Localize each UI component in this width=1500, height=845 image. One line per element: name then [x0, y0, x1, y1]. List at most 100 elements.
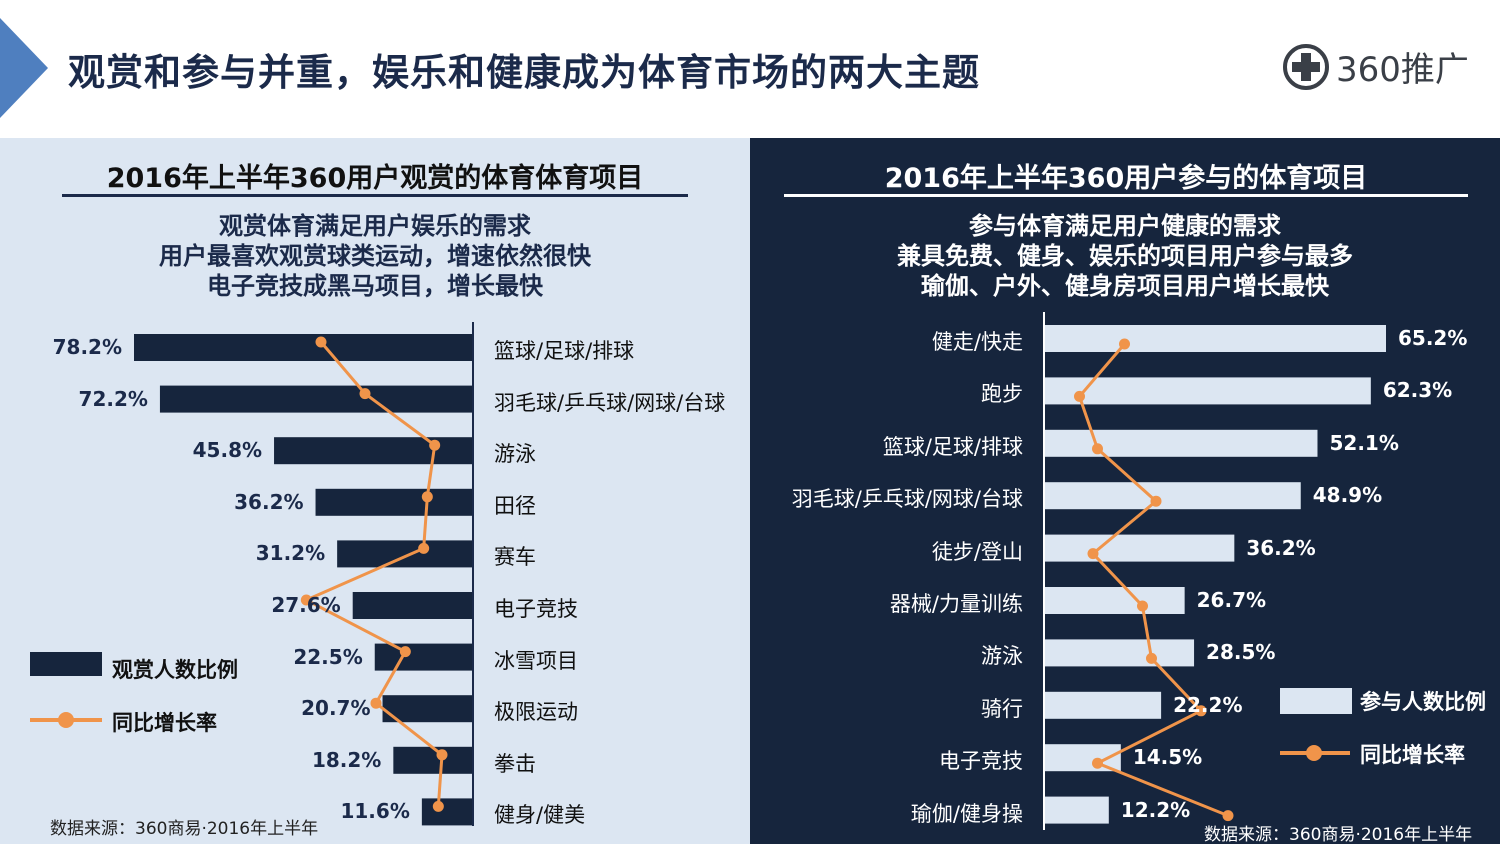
left-bar: [274, 437, 472, 465]
left-data-source: 数据来源：360商易·2016年上半年: [50, 819, 319, 839]
left-bar: [393, 746, 472, 774]
left-legend-line-marker: [58, 712, 74, 728]
right-bar: [1045, 691, 1162, 719]
left-growth-point: [429, 439, 441, 451]
header-arrow-decoration: [0, 18, 48, 118]
left-bar: [382, 695, 472, 723]
right-bar: [1045, 587, 1185, 614]
right-category-label: 徒步/登山: [931, 539, 1023, 564]
left-bar: [337, 540, 472, 568]
plus-circle-icon: [1283, 43, 1329, 90]
left-legend-line-label: 同比增长率: [112, 711, 217, 735]
left-bar: [352, 592, 472, 619]
right-growth-point: [1087, 548, 1099, 560]
right-category-label: 跑步: [981, 382, 1023, 407]
left-category-label: 羽毛球/乒乓球/网球/台球: [494, 390, 726, 415]
left-bar-value-label: 78.2%: [52, 335, 122, 359]
right-bar-value-label: 36.2%: [1246, 535, 1316, 560]
left-bar: [421, 798, 472, 826]
right-category-label: 瑜伽/健身操: [910, 801, 1023, 826]
right-bar: [1045, 482, 1301, 510]
left-growth-point: [436, 749, 448, 761]
right-growth-point: [1092, 757, 1103, 769]
right-category-label: 篮球/足球/排球: [882, 434, 1023, 459]
right-data-source: 数据来源：360商易·2016年上半年: [1204, 825, 1473, 845]
left-category-label: 田径: [494, 493, 536, 518]
right-subtitle-line: 参与体育满足用户健康的需求: [969, 212, 1281, 240]
right-growth-point: [1150, 495, 1162, 507]
right-title-rule: [784, 194, 1468, 197]
left-bar-value-label: 22.5%: [293, 644, 363, 669]
page-title: 观赏和参与并重，娱乐和健康成为体育市场的两大主题: [68, 51, 980, 94]
left-bar-value-label: 20.7%: [301, 696, 371, 721]
right-bar-value-label: 14.5%: [1132, 745, 1203, 770]
left-growth-point: [370, 697, 382, 709]
left-bar-value-label: 11.6%: [340, 799, 410, 824]
right-legend-line-label: 同比增长率: [1360, 743, 1465, 767]
right-bar-value-label: 65.2%: [1398, 326, 1468, 350]
left-growth-line: [302, 341, 444, 807]
left-growth-point: [399, 646, 411, 658]
right-growth-point: [1074, 390, 1085, 402]
left-bar-value-label: 45.8%: [192, 438, 263, 463]
left-category-label: 游泳: [494, 442, 536, 467]
left-category-label: 健身/健美: [494, 803, 586, 828]
logo-text: 360推广: [1336, 50, 1469, 90]
right-growth-point: [1092, 443, 1103, 455]
left-bar-value-label: 18.2%: [311, 747, 382, 772]
left-growth-point: [418, 542, 430, 554]
right-subtitle-line: 瑜伽、户外、健身房项目用户增长最快: [921, 272, 1329, 300]
brand-logo: 360推广: [1282, 42, 1469, 91]
right-bar-value-label: 48.9%: [1312, 483, 1383, 508]
left-title-rule: [62, 194, 688, 197]
right-category-label: 游泳: [981, 644, 1023, 669]
left-bar: [374, 643, 472, 671]
right-category-label: 骑行: [981, 696, 1023, 721]
right-bar: [1045, 377, 1371, 405]
left-growth-point: [432, 800, 444, 812]
right-bar-value-label: 26.7%: [1196, 588, 1267, 612]
left-subtitle-line: 电子竞技成黑马项目，增长最快: [207, 272, 543, 300]
right-panel-title: 2016年上半年360用户参与的体育项目: [884, 163, 1368, 194]
right-category-label: 健走/快走: [931, 330, 1023, 354]
left-panel-title: 2016年上半年360用户观赏的体育体育项目: [106, 163, 644, 194]
right-growth-point: [1119, 338, 1130, 350]
right-bar-value-label: 52.1%: [1329, 430, 1399, 455]
right-legend-bar-label: 参与人数比例: [1360, 690, 1486, 714]
left-bar: [134, 334, 472, 361]
right-bar: [1045, 534, 1235, 562]
right-bar: [1045, 639, 1195, 667]
left-bar-value-label: 72.2%: [78, 386, 148, 411]
right-bar-value-label: 22.2%: [1173, 692, 1243, 717]
left-category-label: 拳击: [494, 751, 536, 776]
left-growth-point: [421, 491, 433, 503]
left-bar: [159, 385, 472, 413]
left-bar-value-label: 36.2%: [234, 489, 304, 514]
left-bar: [315, 488, 472, 516]
right-category-label: 器械/力量训练: [889, 592, 1023, 616]
left-growth-point: [315, 336, 327, 348]
left-bar-value-label: 27.6%: [271, 593, 341, 617]
right-bar-value-label: 28.5%: [1206, 640, 1276, 665]
left-growth-point: [300, 594, 312, 606]
left-category-label: 赛车: [494, 545, 536, 570]
left-category-label: 电子竞技: [494, 597, 578, 621]
left-subtitle-line: 用户最喜欢观赏球类运动，增速依然很快: [159, 242, 591, 270]
right-bar: [1045, 796, 1109, 824]
right-growth-point: [1195, 705, 1207, 717]
right-growth-line: [1077, 343, 1229, 817]
left-legend-bar-label: 观赏人数比例: [112, 658, 238, 682]
right-growth-point: [1146, 652, 1157, 664]
left-legend-bar-swatch: [30, 652, 102, 676]
right-growth-point: [1222, 810, 1234, 822]
right-legend-bar-swatch: [1280, 688, 1352, 714]
right-subtitle-line: 兼具免费、健身、娱乐的项目用户参与最多: [897, 242, 1353, 270]
right-legend-line-marker: [1306, 745, 1322, 761]
left-category-label: 冰雪项目: [494, 648, 578, 673]
left-growth-point: [359, 388, 371, 400]
right-bar-value-label: 62.3%: [1382, 378, 1453, 403]
left-bar-value-label: 31.2%: [255, 541, 326, 566]
right-category-label: 羽毛球/乒乓球/网球/台球: [791, 487, 1023, 512]
right-bar: [1045, 325, 1386, 352]
